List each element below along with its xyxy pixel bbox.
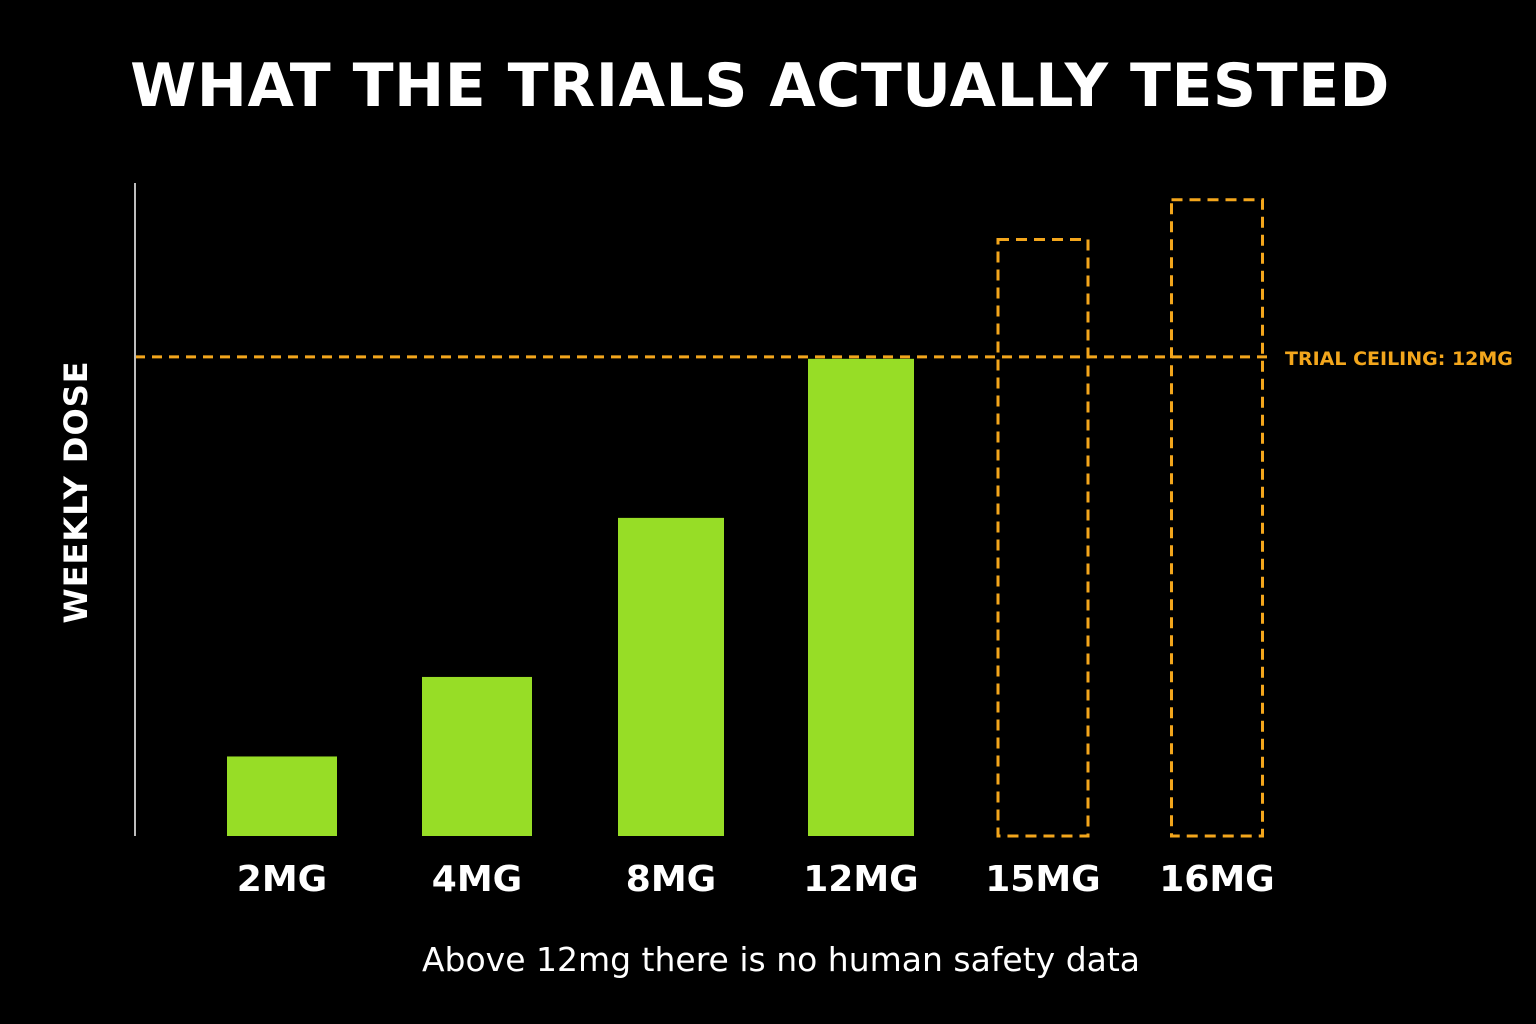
bar-2mg [227, 756, 337, 836]
x-tick-15mg: 15MG [985, 859, 1100, 900]
x-tick-12mg: 12MG [803, 859, 918, 900]
x-tick-2mg: 2MG [237, 859, 327, 900]
bars-group [227, 198, 1264, 838]
bar-15mg [996, 238, 1090, 838]
x-tick-16mg: 16MG [1159, 859, 1274, 900]
chart-title: WHAT THE TRIALS ACTUALLY TESTED [130, 51, 1390, 121]
bar-16mg [1170, 198, 1264, 838]
x-tick-labels: 2MG 4MG 8MG 12MG 15MG 16MG [237, 859, 1275, 900]
trial-ceiling-label: TRIAL CEILING: 12MG [1285, 348, 1513, 370]
x-tick-8mg: 8MG [626, 859, 716, 900]
bar-8mg [618, 517, 724, 836]
x-tick-4mg: 4MG [432, 859, 522, 900]
ceiling-group: TRIAL CEILING: 12MG [135, 348, 1513, 370]
bar-12mg [808, 358, 914, 836]
chart-caption: Above 12mg there is no human safety data [421, 940, 1141, 979]
bar-4mg [422, 676, 532, 836]
